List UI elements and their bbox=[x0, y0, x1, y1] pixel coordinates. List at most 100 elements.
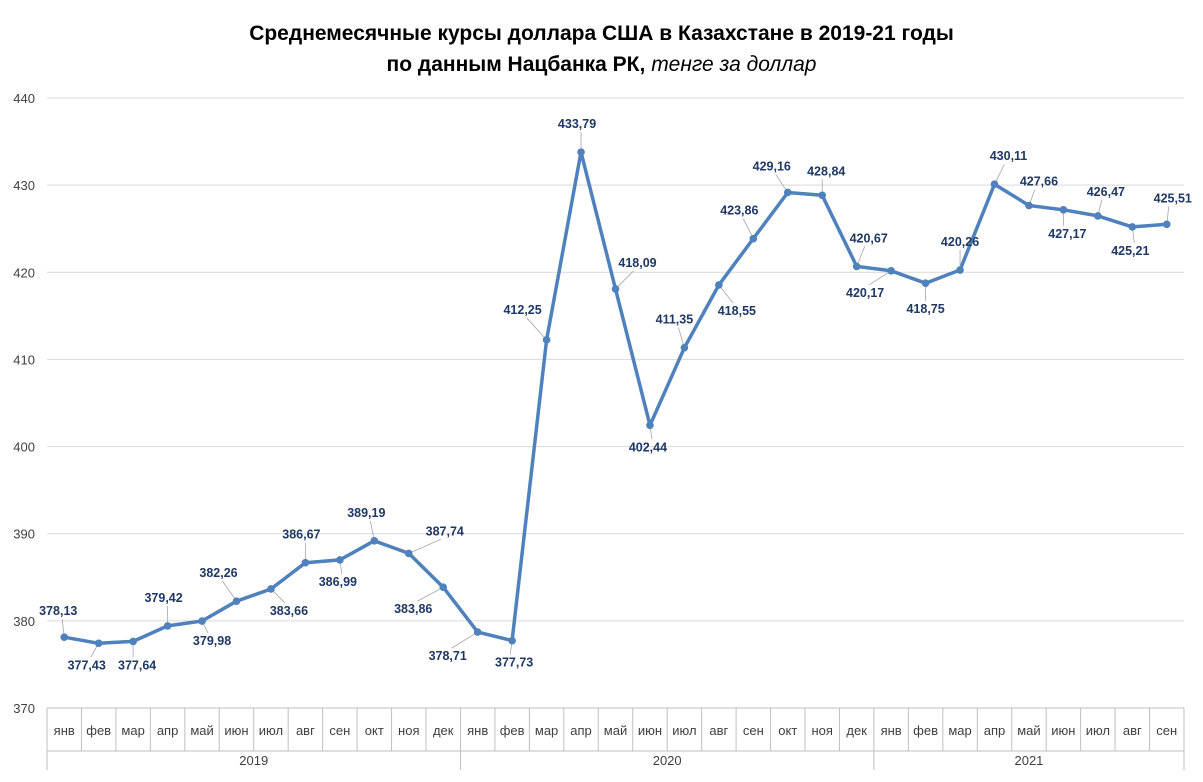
month-label: июн bbox=[638, 723, 662, 738]
data-point bbox=[232, 597, 241, 605]
leader-line bbox=[222, 580, 237, 602]
data-label: 430,11 bbox=[990, 149, 1028, 163]
month-label: янв bbox=[54, 723, 75, 738]
month-label: авг bbox=[709, 723, 728, 738]
data-point bbox=[1059, 206, 1068, 214]
data-point bbox=[1025, 201, 1033, 210]
month-label: май bbox=[190, 723, 213, 738]
data-label: 377,64 bbox=[118, 658, 156, 672]
data-point bbox=[1128, 223, 1137, 231]
data-point bbox=[577, 148, 585, 156]
month-label: ноя bbox=[812, 723, 833, 738]
data-label: 420,67 bbox=[850, 231, 888, 245]
month-label: июн bbox=[1051, 723, 1075, 738]
month-label: мар bbox=[535, 723, 558, 738]
chart-title-line2: по данным Нацбанка РК, тенге за доллар bbox=[0, 49, 1203, 80]
data-point bbox=[749, 234, 758, 243]
leader-line bbox=[451, 631, 478, 649]
y-tick-label: 390 bbox=[13, 527, 35, 542]
data-point bbox=[611, 285, 620, 293]
leader-line bbox=[408, 539, 441, 554]
data-point bbox=[852, 262, 861, 271]
y-tick-label: 420 bbox=[13, 265, 35, 280]
month-label: апр bbox=[157, 723, 179, 738]
data-label: 423,86 bbox=[720, 204, 758, 218]
data-label: 379,42 bbox=[144, 591, 182, 605]
data-label: 418,55 bbox=[718, 304, 756, 318]
month-label: июл bbox=[672, 723, 696, 738]
y-tick-label: 440 bbox=[13, 91, 35, 106]
data-label: 427,17 bbox=[1048, 227, 1086, 241]
month-label: апр bbox=[984, 723, 1006, 738]
data-point bbox=[336, 556, 344, 564]
data-label: 389,19 bbox=[347, 506, 385, 520]
chart-title-line1: Среднемесячные курсы доллара США в Казах… bbox=[249, 22, 954, 45]
data-point bbox=[508, 636, 516, 645]
data-label: 382,26 bbox=[199, 566, 237, 580]
month-label: мар bbox=[948, 723, 971, 738]
data-label: 379,98 bbox=[193, 634, 231, 648]
data-label: 425,51 bbox=[1154, 191, 1192, 205]
month-label: июн bbox=[224, 723, 248, 738]
leader-line bbox=[526, 317, 547, 341]
month-label: авг bbox=[1123, 723, 1142, 738]
y-tick-label: 370 bbox=[13, 701, 35, 716]
data-point bbox=[818, 191, 827, 200]
data-label: 426,47 bbox=[1087, 185, 1125, 199]
data-label: 428,84 bbox=[807, 164, 845, 178]
month-label: апр bbox=[570, 723, 592, 738]
data-point bbox=[1094, 212, 1102, 220]
data-label: 420,17 bbox=[846, 286, 884, 300]
data-label: 412,25 bbox=[503, 303, 541, 317]
data-point bbox=[94, 639, 103, 648]
data-label: 402,44 bbox=[629, 440, 667, 454]
data-label: 386,99 bbox=[319, 575, 357, 589]
month-label: май bbox=[604, 723, 627, 738]
month-label: дек bbox=[433, 723, 454, 738]
data-label: 418,75 bbox=[906, 302, 944, 316]
data-point bbox=[163, 622, 172, 630]
year-label: 2019 bbox=[239, 753, 268, 768]
data-point bbox=[921, 279, 930, 287]
data-label: 377,73 bbox=[495, 656, 533, 670]
month-label: ноя bbox=[398, 723, 419, 738]
year-label: 2021 bbox=[1014, 753, 1043, 768]
data-point bbox=[439, 583, 448, 592]
data-label: 418,09 bbox=[618, 256, 656, 270]
month-label: окт bbox=[778, 723, 797, 738]
data-label: 386,67 bbox=[282, 528, 320, 542]
data-label: 378,71 bbox=[429, 649, 467, 663]
y-tick-label: 410 bbox=[13, 352, 35, 367]
month-label: сен bbox=[329, 723, 350, 738]
data-label: 429,16 bbox=[753, 159, 791, 173]
data-point bbox=[646, 421, 654, 430]
month-label: фев bbox=[86, 723, 111, 738]
data-point bbox=[301, 558, 310, 567]
leader-line bbox=[868, 270, 892, 286]
data-point bbox=[715, 281, 723, 289]
month-label: июл bbox=[259, 723, 283, 738]
month-label: сен bbox=[1156, 723, 1177, 738]
data-point bbox=[956, 266, 964, 274]
chart-title-line2-bold: по данным Нацбанка РК, bbox=[386, 53, 646, 76]
month-label: дек bbox=[846, 723, 867, 738]
data-label: 377,43 bbox=[68, 658, 106, 672]
data-label: 420,26 bbox=[941, 235, 979, 249]
month-label: сен bbox=[743, 723, 764, 738]
data-point bbox=[990, 180, 999, 188]
y-tick-label: 400 bbox=[13, 440, 35, 455]
data-point bbox=[473, 628, 482, 636]
data-point bbox=[198, 617, 206, 625]
data-point bbox=[542, 336, 551, 344]
data-point bbox=[680, 343, 689, 352]
month-label: авг bbox=[296, 723, 315, 738]
data-point bbox=[783, 188, 792, 197]
data-label: 383,86 bbox=[394, 602, 432, 616]
data-label: 425,21 bbox=[1111, 244, 1149, 258]
chart-title-line2-italic: тенге за доллар bbox=[651, 53, 817, 76]
y-tick-label: 380 bbox=[13, 614, 35, 629]
data-point bbox=[129, 637, 137, 646]
data-point bbox=[370, 536, 379, 545]
data-point bbox=[267, 585, 275, 593]
